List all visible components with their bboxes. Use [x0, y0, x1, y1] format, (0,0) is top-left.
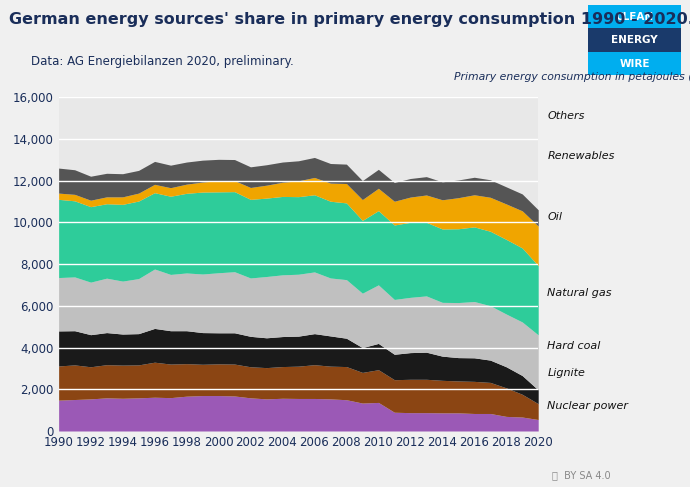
- Text: Oil: Oil: [547, 212, 562, 223]
- Text: Lignite: Lignite: [547, 368, 585, 377]
- Text: Primary energy consumption in petajoules (PJ): Primary energy consumption in petajoules…: [453, 73, 690, 82]
- Text: German energy sources' share in primary energy consumption 1990 - 2020.: German energy sources' share in primary …: [9, 12, 690, 27]
- FancyBboxPatch shape: [588, 52, 681, 75]
- Text: Nuclear power: Nuclear power: [547, 401, 629, 411]
- Text: Natural gas: Natural gas: [547, 287, 612, 298]
- Text: ENERGY: ENERGY: [611, 35, 658, 45]
- Text: CLEAN: CLEAN: [615, 12, 653, 21]
- FancyBboxPatch shape: [588, 28, 681, 52]
- Text: WIRE: WIRE: [619, 59, 650, 69]
- Text: Ⓒ  BY SA 4.0: Ⓒ BY SA 4.0: [552, 470, 611, 480]
- Text: Data: AG Energiebilanzen 2020, preliminary.: Data: AG Energiebilanzen 2020, prelimina…: [31, 55, 294, 68]
- Text: Hard coal: Hard coal: [547, 341, 601, 351]
- Text: Renewables: Renewables: [547, 151, 615, 161]
- Text: Others: Others: [547, 111, 584, 121]
- FancyBboxPatch shape: [588, 5, 681, 28]
